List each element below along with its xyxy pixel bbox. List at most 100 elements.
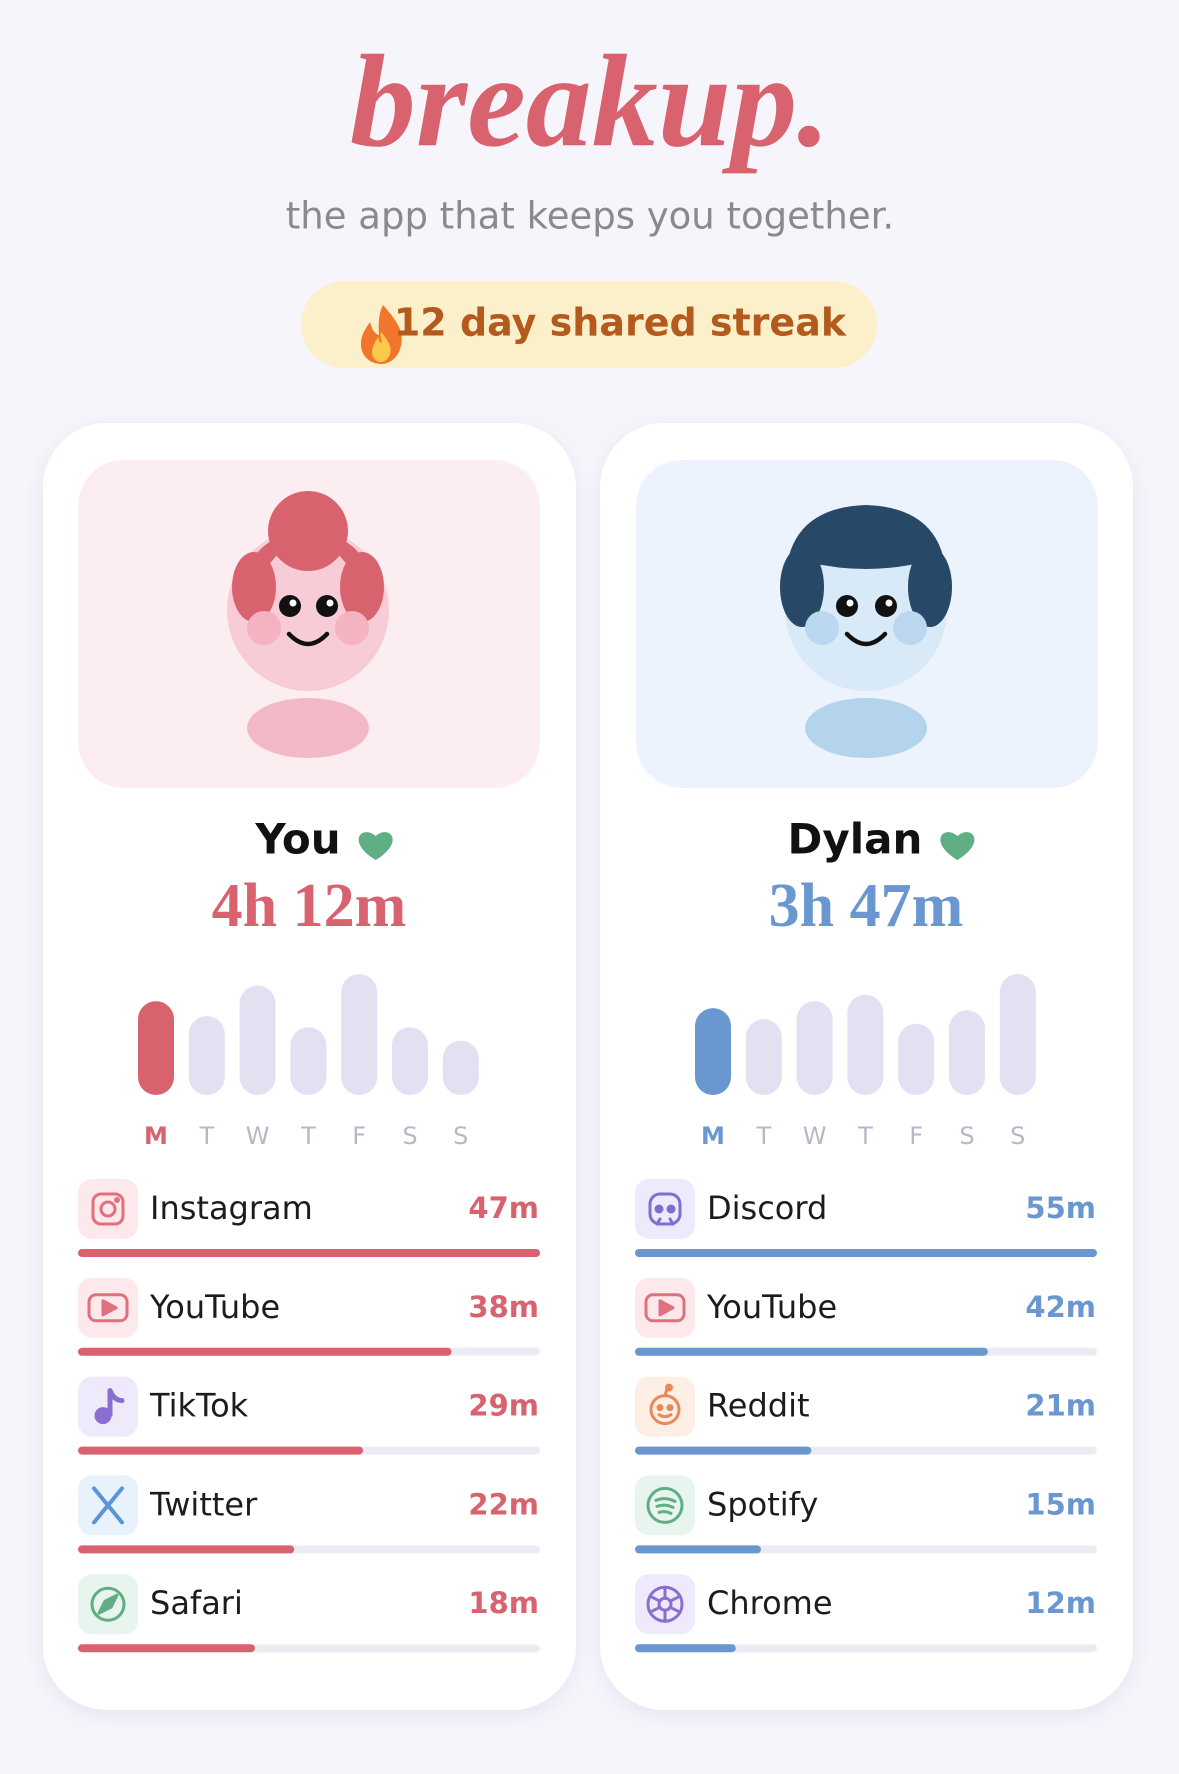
- day-bar: [239, 985, 276, 1095]
- app-icon: [635, 1574, 695, 1635]
- icon-glyph: [92, 1486, 124, 1525]
- usage-bar: [635, 1249, 1097, 1257]
- app-name: Reddit: [707, 1387, 810, 1425]
- day-bar: [796, 1001, 833, 1095]
- heart-icon: [358, 832, 393, 860]
- usage-bar: [78, 1347, 452, 1356]
- icon-glyph: [644, 1293, 686, 1323]
- app-time: 47m: [468, 1191, 539, 1225]
- icon-glyph: [107, 1388, 125, 1418]
- usage-bar: [78, 1249, 540, 1257]
- usage-bar: [635, 1347, 988, 1356]
- icon-glyph: [666, 1404, 674, 1412]
- app-icon: [78, 1179, 138, 1239]
- usage-bar: [635, 1446, 812, 1455]
- day-bar: [188, 1016, 225, 1095]
- app-time: 15m: [1025, 1487, 1096, 1521]
- app-icon: [78, 1574, 138, 1635]
- icon-glyph: [655, 1217, 675, 1226]
- icon-bg: [635, 1179, 695, 1239]
- app-time: 22m: [468, 1487, 539, 1521]
- app-time: 42m: [1025, 1290, 1096, 1324]
- app-icon: [635, 1475, 695, 1536]
- streak-text: 12 day shared streak: [394, 301, 847, 345]
- app-title: breakup.: [350, 27, 830, 174]
- icon-glyph: [648, 1192, 682, 1226]
- app-subtitle: the app that keeps you together.: [286, 195, 894, 238]
- icon-glyph: [646, 1486, 684, 1524]
- icon-glyph: [97, 1593, 119, 1615]
- day-label: S: [453, 1122, 468, 1150]
- usage-track: [635, 1644, 1097, 1653]
- day-label: S: [959, 1122, 974, 1150]
- icon-glyph: [666, 1204, 676, 1214]
- usage-bar: [635, 1644, 736, 1653]
- day-label: M: [701, 1122, 725, 1150]
- app-name: Discord: [707, 1189, 827, 1227]
- icon-glyph: [654, 1497, 677, 1515]
- day-bar: [392, 1027, 428, 1095]
- day-bar: [341, 974, 378, 1095]
- total-time: 4h 12m: [212, 872, 407, 940]
- day-bar: [949, 1010, 985, 1095]
- heart-icon: [940, 832, 975, 860]
- app-time: 21m: [1025, 1389, 1096, 1423]
- icon-glyph: [658, 1299, 675, 1317]
- day-bar: [290, 1027, 327, 1095]
- app-name: YouTube: [149, 1288, 280, 1326]
- day-label: T: [300, 1122, 316, 1150]
- app-time: 55m: [1025, 1191, 1096, 1225]
- app-name: TikTok: [149, 1387, 249, 1425]
- fire-icon: [360, 305, 402, 364]
- profile-name: You: [254, 815, 340, 864]
- app-icon: [78, 1277, 138, 1338]
- day-label: T: [857, 1122, 873, 1150]
- app-name: Safari: [150, 1584, 243, 1622]
- icon-glyph: [99, 1200, 117, 1218]
- icon-bg: [635, 1574, 695, 1635]
- day-bar: [138, 1001, 174, 1095]
- day-label: F: [352, 1122, 366, 1150]
- app-name: Chrome: [707, 1584, 833, 1622]
- day-label: F: [909, 1122, 923, 1150]
- app-time: 12m: [1025, 1586, 1096, 1620]
- app-name: Twitter: [149, 1485, 258, 1523]
- day-label: S: [1010, 1122, 1025, 1150]
- app-icon: [78, 1376, 138, 1437]
- day-label: S: [402, 1122, 417, 1150]
- icon-glyph: [648, 1585, 682, 1623]
- app-time: 18m: [468, 1586, 539, 1620]
- usage-bar: [635, 1545, 761, 1554]
- day-bar: [745, 1019, 782, 1095]
- day-label: W: [246, 1122, 270, 1150]
- usage-bar: [78, 1446, 364, 1455]
- day-label: T: [755, 1122, 771, 1150]
- icon-glyph: [91, 1192, 125, 1226]
- streak-badge: [301, 281, 877, 368]
- app-name: YouTube: [706, 1288, 837, 1326]
- icon-glyph: [87, 1293, 129, 1323]
- day-bar: [695, 1008, 731, 1095]
- icon-glyph: [101, 1299, 118, 1317]
- app-icon: [78, 1475, 138, 1536]
- day-label: M: [144, 1122, 168, 1150]
- icon-glyph: [94, 1407, 112, 1425]
- profile-name: Dylan: [788, 815, 923, 864]
- usage-bar: [78, 1644, 255, 1653]
- icon-glyph: [665, 1383, 673, 1392]
- app-time: 38m: [468, 1290, 539, 1324]
- app-icon: [635, 1277, 695, 1338]
- day-bar: [898, 1023, 935, 1095]
- icon-glyph: [654, 1204, 664, 1214]
- icon-glyph: [114, 1197, 120, 1203]
- total-time: 3h 47m: [769, 872, 964, 940]
- app-icon: [635, 1376, 695, 1437]
- icon-bg: [78, 1179, 138, 1239]
- app-name: Spotify: [707, 1485, 818, 1523]
- day-label: T: [198, 1122, 214, 1150]
- day-bar: [847, 994, 884, 1095]
- app-icon: [635, 1179, 695, 1239]
- avatar-dylan: [780, 505, 952, 758]
